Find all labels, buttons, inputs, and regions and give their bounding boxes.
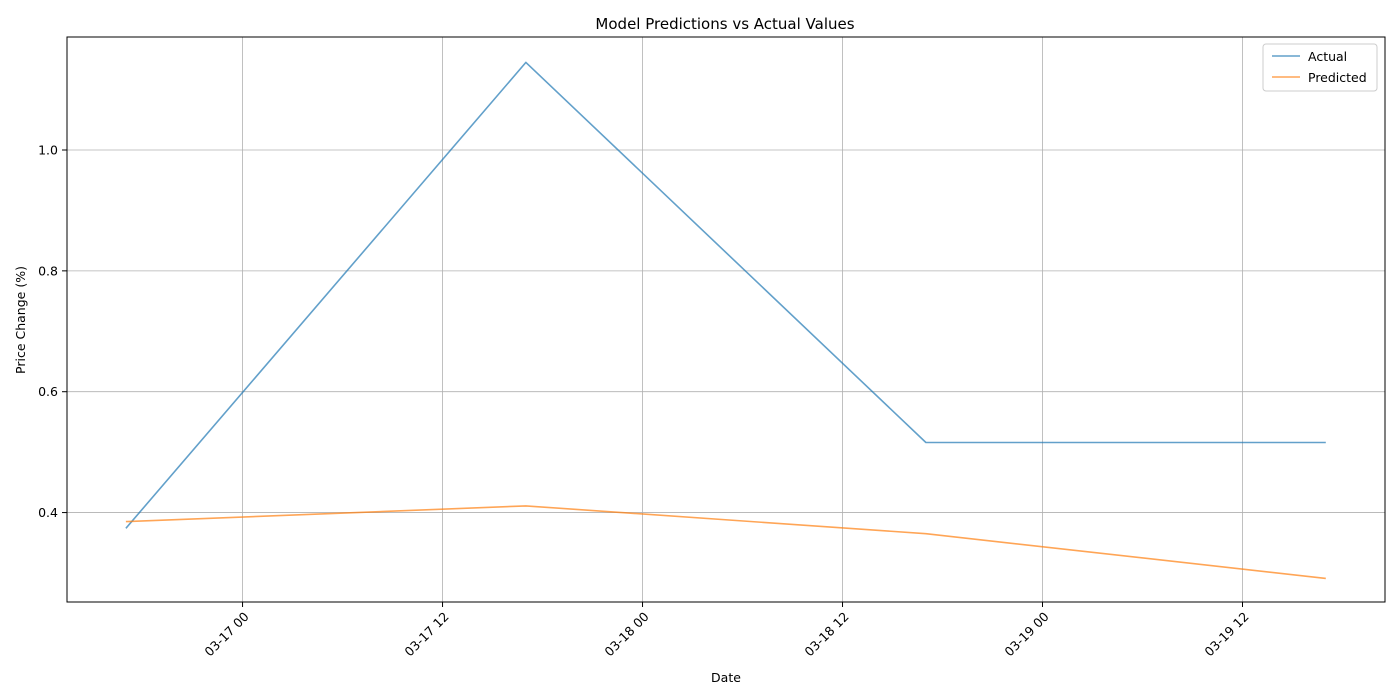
y-tick-label: 0.4 (38, 505, 58, 520)
series-line-predicted (125, 505, 1326, 580)
series-lines (125, 61, 1326, 580)
x-tick-label: 03-17 00 (201, 609, 251, 659)
chart-title: Model Predictions vs Actual Values (595, 15, 854, 33)
x-tick-label: 03-19 12 (1201, 609, 1251, 659)
grid-lines (67, 37, 1385, 602)
y-axis-ticks: 0.4 0.6 0.8 1.0 (38, 143, 67, 520)
series-line-actual (125, 61, 1326, 529)
x-axis-label: Date (711, 670, 741, 685)
legend-label-predicted: Predicted (1308, 70, 1367, 85)
legend-label-actual: Actual (1308, 49, 1347, 64)
x-axis-ticks: 03-17 00 03-17 12 03-18 00 03-18 12 03-19 00… (201, 602, 1252, 659)
plot-area-frame (66, 36, 1386, 603)
y-tick-label: 1.0 (38, 143, 58, 158)
x-tick-label: 03-18 12 (801, 609, 851, 659)
x-tick-label: 03-18 00 (601, 609, 651, 659)
x-tick-label: 03-17 12 (401, 609, 451, 659)
y-tick-label: 0.6 (38, 384, 58, 399)
legend: Actual Predicted (1262, 43, 1378, 92)
y-tick-label: 0.8 (38, 263, 58, 278)
y-axis-label: Price Change (%) (13, 266, 28, 374)
x-tick-label: 03-19 00 (1001, 609, 1051, 659)
